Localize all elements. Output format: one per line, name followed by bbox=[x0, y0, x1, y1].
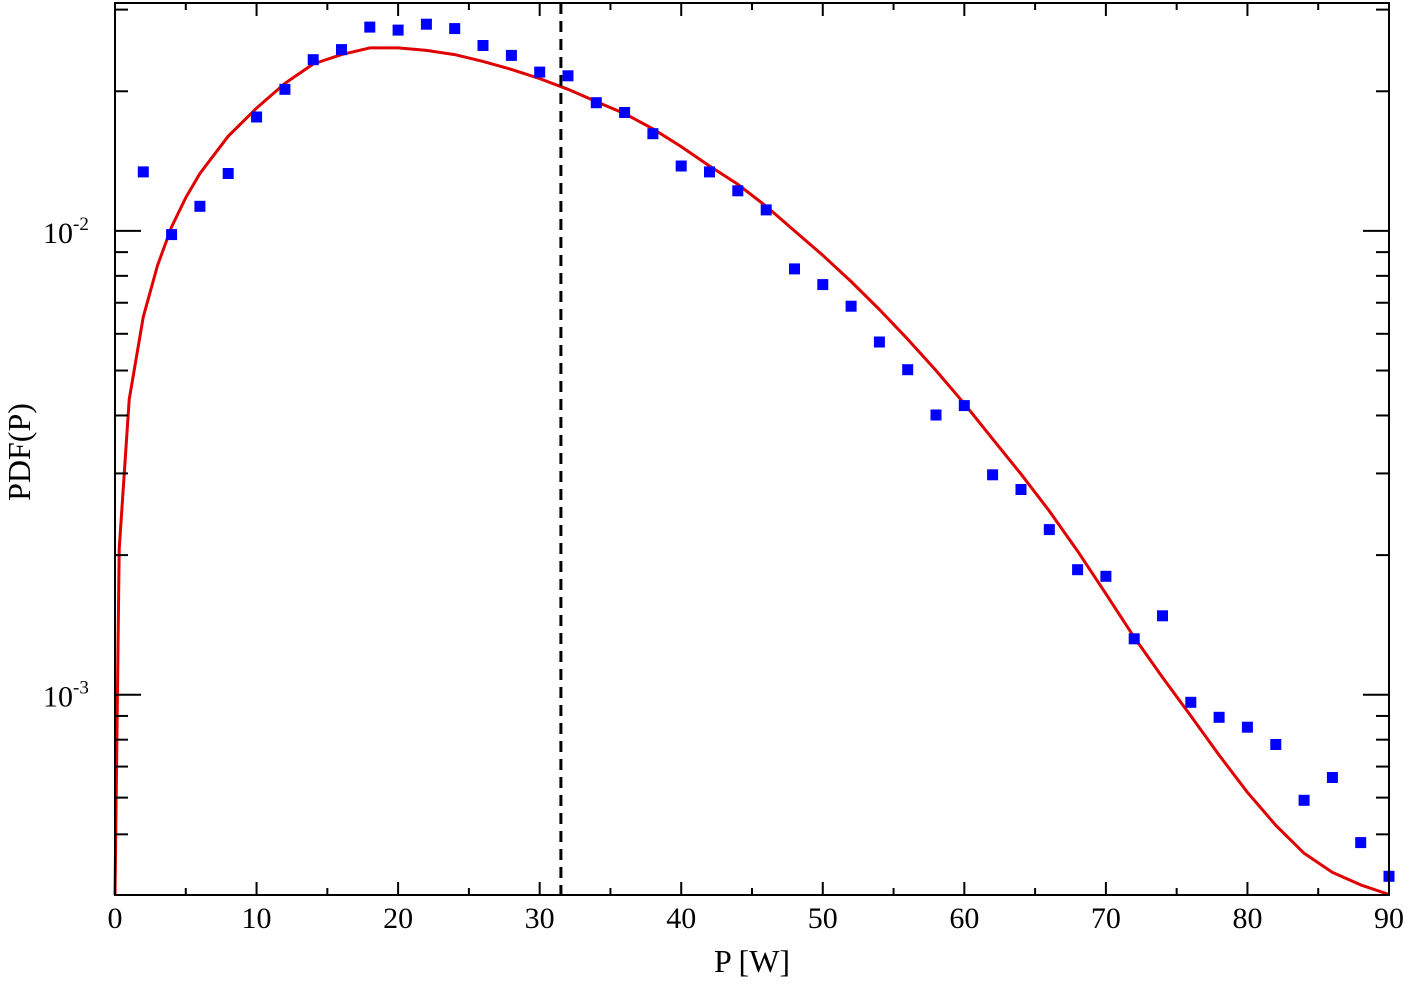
data-point bbox=[930, 409, 942, 421]
data-point bbox=[1185, 696, 1197, 708]
x-tick-label: 80 bbox=[1232, 902, 1262, 935]
x-tick-label: 50 bbox=[808, 902, 838, 935]
data-point bbox=[1298, 794, 1310, 806]
data-point bbox=[449, 23, 461, 35]
data-point bbox=[1157, 610, 1168, 622]
data-point bbox=[732, 185, 744, 197]
y-tick-label-exponent: -2 bbox=[73, 214, 89, 235]
data-point bbox=[251, 111, 263, 123]
data-point bbox=[477, 40, 489, 51]
fit-curve bbox=[113, 46, 1390, 896]
y-tick-label: 10-3 bbox=[43, 678, 89, 714]
x-tick-label: 40 bbox=[666, 902, 696, 935]
data-point bbox=[1355, 837, 1367, 849]
data-point bbox=[505, 49, 517, 61]
x-tick-label: 30 bbox=[525, 902, 555, 935]
plot-frame bbox=[114, 2, 1390, 896]
data-point bbox=[845, 300, 857, 312]
data-point bbox=[562, 70, 574, 82]
data-point bbox=[137, 166, 149, 178]
data-point bbox=[647, 128, 659, 140]
y-tick-label-base: 10 bbox=[43, 217, 73, 250]
x-tick-label: 60 bbox=[949, 902, 979, 935]
data-points-group bbox=[137, 18, 1395, 882]
data-point bbox=[166, 229, 178, 241]
data-point bbox=[789, 263, 800, 275]
data-point bbox=[1270, 739, 1282, 750]
axes-group bbox=[114, 2, 1390, 896]
data-point bbox=[420, 18, 432, 30]
data-point bbox=[279, 83, 291, 95]
data-point bbox=[1241, 721, 1253, 733]
data-point bbox=[364, 21, 376, 33]
data-point bbox=[392, 24, 404, 36]
y-tick-label-base: 10 bbox=[43, 681, 73, 714]
data-point bbox=[817, 279, 829, 291]
data-point bbox=[760, 204, 772, 216]
x-tick-label: 70 bbox=[1091, 902, 1121, 935]
x-axis-title: P [W] bbox=[714, 943, 790, 979]
data-point bbox=[704, 166, 715, 178]
data-point bbox=[1213, 711, 1225, 723]
data-point bbox=[675, 160, 687, 172]
y-tick-label-exponent: -3 bbox=[73, 678, 89, 699]
data-point bbox=[1128, 633, 1140, 645]
data-point bbox=[987, 469, 999, 481]
data-point bbox=[902, 364, 914, 376]
x-tick-label: 20 bbox=[383, 902, 413, 935]
x-tick-label: 0 bbox=[108, 902, 123, 935]
data-point bbox=[958, 400, 970, 412]
data-point bbox=[1043, 524, 1055, 536]
data-point bbox=[873, 336, 885, 348]
fit-curve-group bbox=[113, 46, 1390, 896]
data-point bbox=[1015, 484, 1027, 495]
data-point bbox=[1072, 564, 1084, 576]
data-point bbox=[194, 200, 206, 212]
x-tick-label: 10 bbox=[242, 902, 272, 935]
data-point bbox=[336, 44, 347, 56]
data-point bbox=[619, 107, 631, 118]
data-point bbox=[307, 54, 319, 66]
data-point bbox=[590, 97, 602, 109]
data-point bbox=[222, 168, 234, 179]
data-point bbox=[1326, 772, 1338, 783]
data-point bbox=[534, 66, 546, 78]
y-axis-title: PDF(P) bbox=[1, 403, 37, 501]
x-tick-label: 90 bbox=[1374, 902, 1404, 935]
y-tick-label: 10-2 bbox=[43, 214, 89, 250]
data-point bbox=[1100, 570, 1112, 582]
